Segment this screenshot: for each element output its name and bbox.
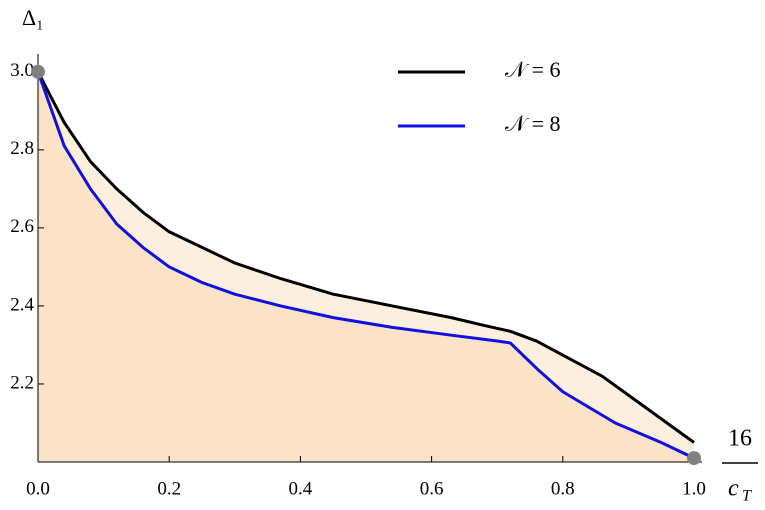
x-axis-label-numerator: 16 <box>728 426 752 452</box>
line <box>36 71 695 460</box>
line <box>36 71 695 444</box>
area-fill <box>38 71 694 462</box>
y-tick-label: 2.6 <box>10 216 34 237</box>
legend-label: 𝒩 = 6 <box>505 57 560 82</box>
x-tick-label: 0.0 <box>26 478 50 499</box>
x-tick-label: 1.0 <box>682 478 706 499</box>
x-tick-label: 0.6 <box>420 478 444 499</box>
x-axis-label-subscript: T <box>742 488 752 505</box>
y-tick-label: 3.0 <box>10 60 34 81</box>
x-tick-label: 0.4 <box>289 478 313 499</box>
y-axis-label: Δ₁ <box>22 5 44 30</box>
x-tick-label: 0.2 <box>157 478 181 499</box>
endpoint-dot <box>31 64 45 79</box>
y-tick-label: 2.2 <box>10 372 34 393</box>
y-tick-label: 2.4 <box>10 294 34 315</box>
y-tick-label: 2.8 <box>10 138 34 159</box>
legend-label: 𝒩 = 8 <box>505 111 560 136</box>
endpoint-dot <box>687 451 701 466</box>
x-tick-label: 0.8 <box>551 478 575 499</box>
x-axis-label-denominator: c <box>728 476 739 502</box>
